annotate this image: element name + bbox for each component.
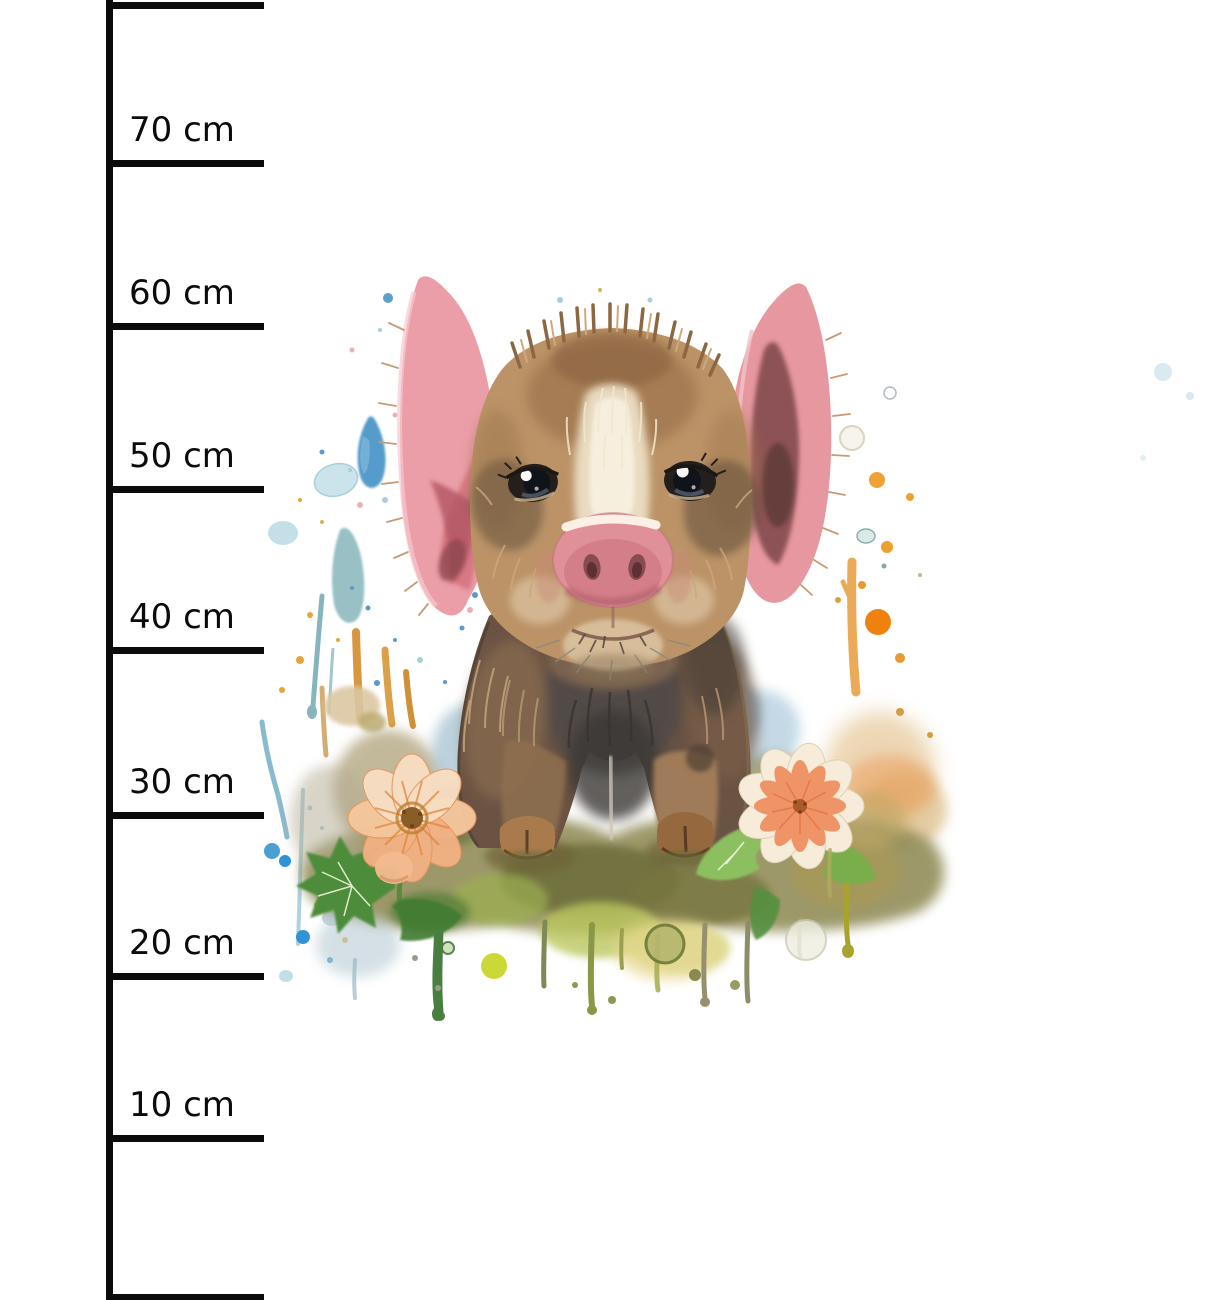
ruler-label: 40 cm (129, 597, 235, 637)
ruler-tick (106, 1135, 264, 1142)
flower-right (696, 742, 876, 940)
flower-left (296, 753, 477, 1021)
pig-head (470, 302, 761, 682)
piglet (378, 276, 851, 865)
ruler-tick (106, 973, 264, 980)
ruler-tick (106, 812, 264, 819)
pig-mouth (535, 607, 692, 682)
ruler-tick (106, 2, 264, 9)
ruler-tick (106, 1294, 264, 1300)
ruler-tick (106, 160, 264, 167)
ruler-tick (106, 323, 264, 330)
ruler-label: 30 cm (129, 762, 235, 802)
size-ruler: 70 cm 60 cm 50 cm 40 cm 30 cm 20 cm 10 c… (0, 0, 270, 1300)
pig-body (457, 611, 759, 865)
ruler-label: 20 cm (129, 923, 235, 963)
ground-drips (352, 848, 854, 1021)
watercolor-splashes-left (259, 288, 653, 982)
ruler-tick (106, 486, 264, 493)
pig-eyes (497, 452, 727, 503)
ruler-label: 60 cm (129, 273, 235, 313)
ruler-label: 70 cm (129, 110, 235, 150)
ruler-label: 50 cm (129, 436, 235, 476)
pig-snout (535, 512, 692, 608)
ruler-label: 10 cm (129, 1085, 235, 1125)
ruler-tick (106, 647, 264, 654)
